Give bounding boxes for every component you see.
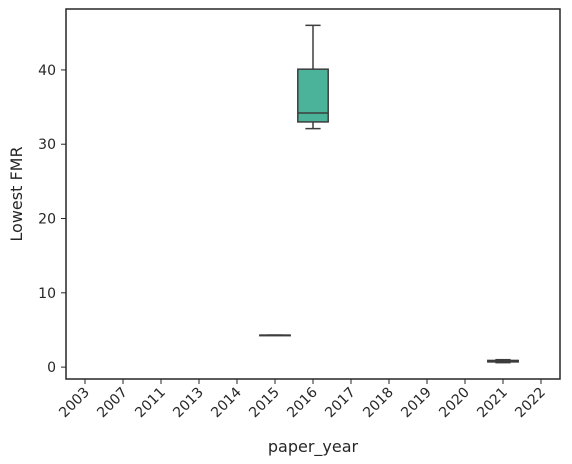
y-axis-label: Lowest FMR (7, 146, 26, 241)
x-tick-label: 2003 (56, 385, 93, 422)
x-tick-label: 2020 (436, 385, 473, 422)
box-body (297, 68, 329, 123)
boxes-layer (259, 24, 519, 364)
x-tick-label: 2019 (398, 385, 435, 422)
x-tick-label: 2013 (170, 385, 207, 422)
y-tick-label: 20 (38, 212, 56, 228)
plot-frame (65, 8, 561, 380)
x-tick-label: 2007 (94, 385, 131, 422)
box-2021 (487, 358, 519, 364)
x-tick-label: 2022 (512, 385, 549, 422)
y-tick-label: 30 (38, 137, 56, 153)
y-tick-label: 40 (38, 63, 56, 79)
x-tick-label: 2018 (360, 385, 397, 422)
y-tick-label: 10 (38, 286, 56, 302)
x-tick-label: 2015 (246, 385, 283, 422)
x-tick-label: 2014 (208, 384, 245, 421)
box-2015 (259, 334, 291, 337)
y-axis-ticks: 0 10 20 30 40 (38, 63, 66, 376)
y-tick-label: 0 (47, 360, 56, 376)
x-axis-ticks: 2003 2007 2011 2013 2014 2015 2016 2017 2018 2019… (56, 379, 549, 421)
x-tick-label: 2011 (132, 385, 169, 422)
x-axis-label: paper_year (268, 437, 359, 457)
x-tick-label: 2017 (322, 385, 359, 422)
x-tick-label: 2021 (474, 385, 511, 422)
x-tick-label: 2016 (284, 384, 321, 421)
box-2016 (297, 24, 329, 130)
